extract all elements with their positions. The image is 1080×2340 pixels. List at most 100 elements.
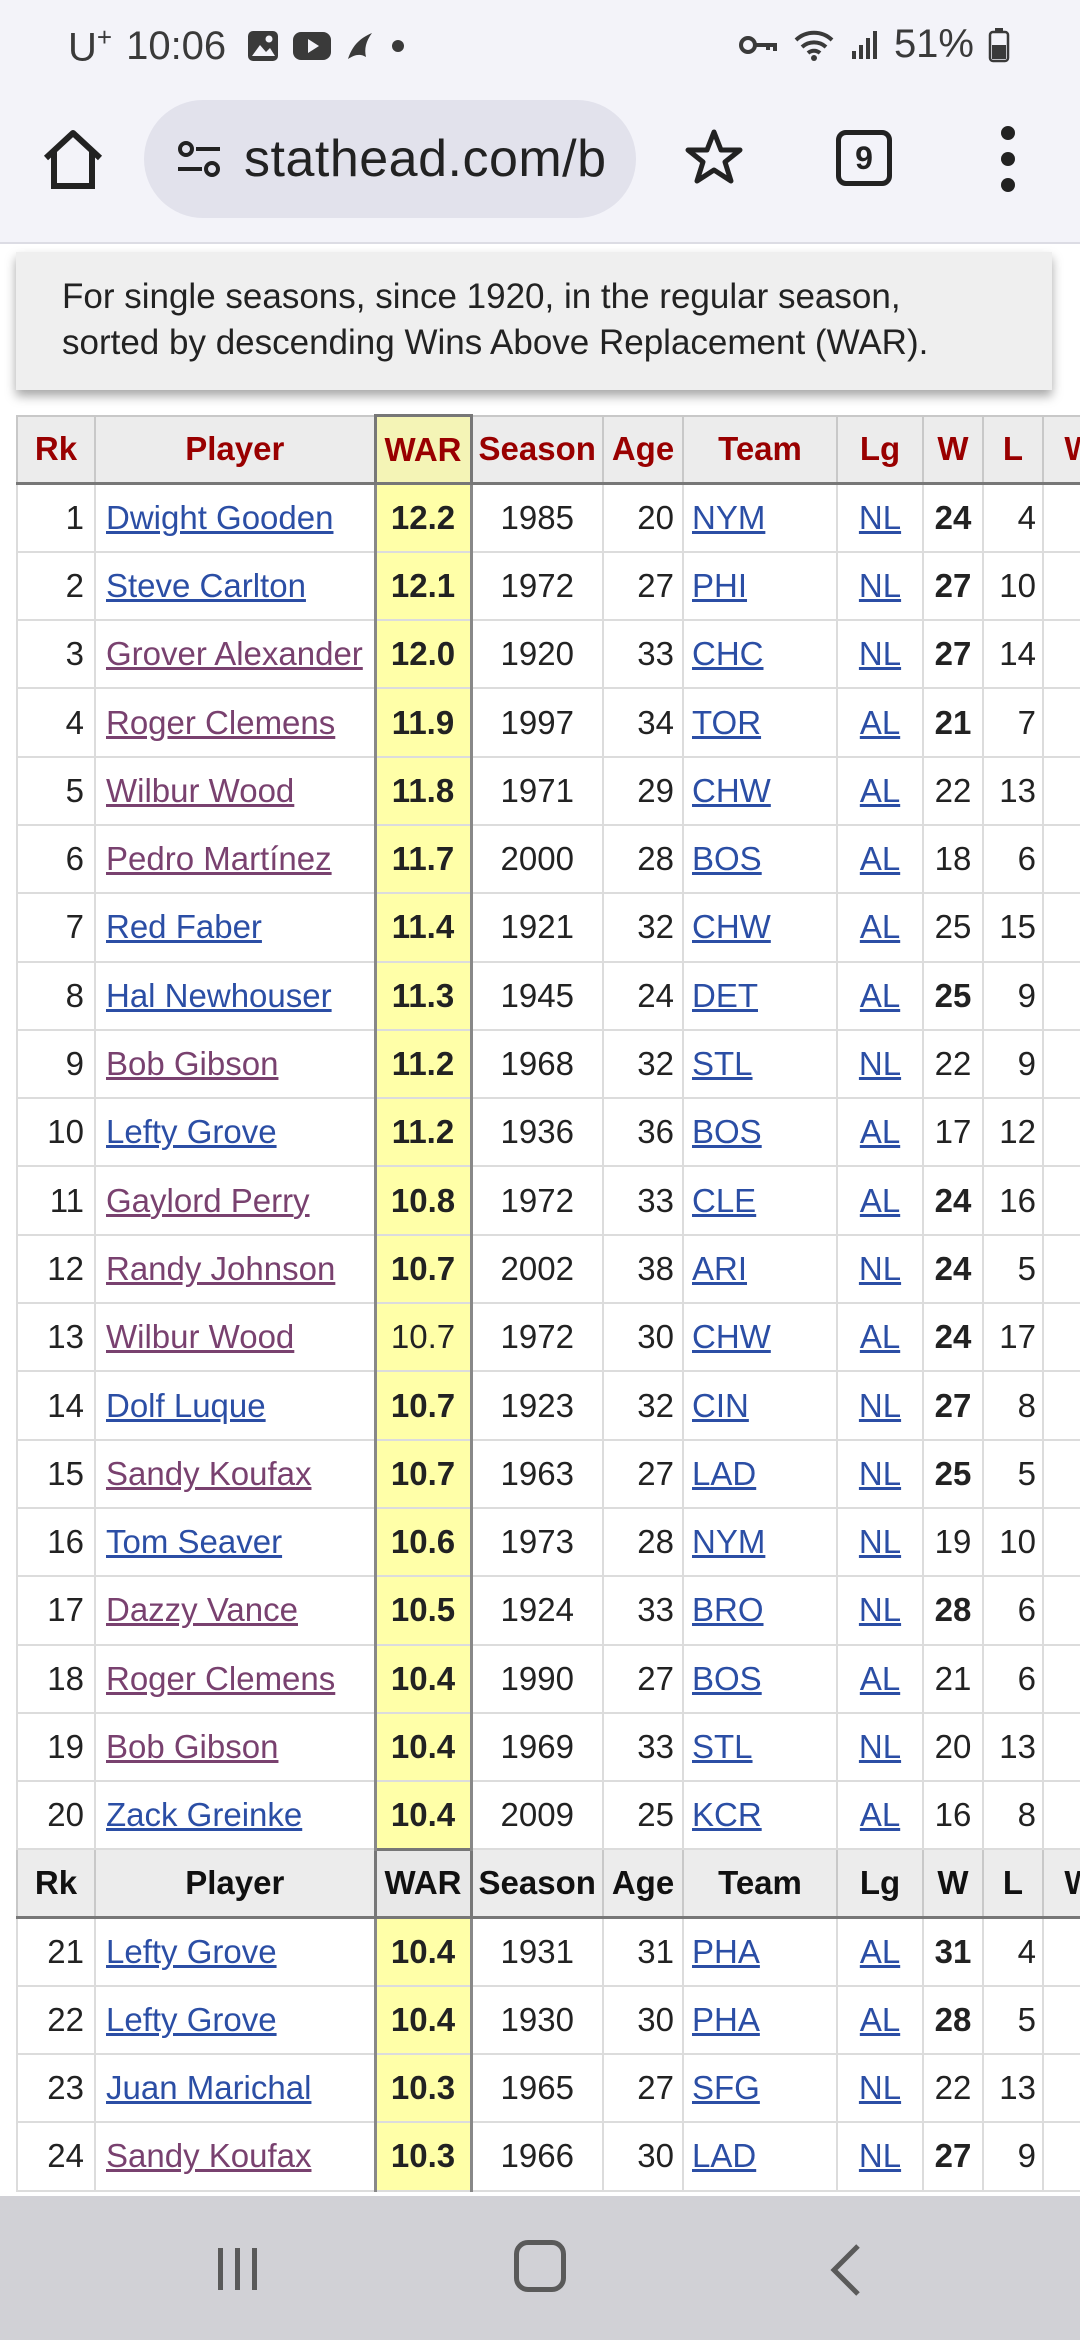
header-l[interactable]: L xyxy=(982,1848,1044,1919)
player-link[interactable]: Bob Gibson xyxy=(106,1045,279,1083)
player-link[interactable]: Red Faber xyxy=(106,908,262,946)
player-link[interactable]: Steve Carlton xyxy=(106,566,306,604)
header-extra[interactable]: W xyxy=(1042,414,1080,485)
player-link[interactable]: Sandy Koufax xyxy=(106,1454,312,1492)
league-link[interactable]: NL xyxy=(858,1591,902,1629)
header-l[interactable]: L xyxy=(982,414,1044,485)
league-link[interactable]: AL xyxy=(859,1181,901,1219)
league-link[interactable]: AL xyxy=(859,1659,901,1697)
team-link[interactable]: CHC xyxy=(692,635,764,673)
address-bar[interactable]: stathead.com/b xyxy=(144,100,636,218)
player-link[interactable]: Pedro Martínez xyxy=(106,840,332,878)
team-link[interactable]: BOS xyxy=(692,840,762,878)
player-link[interactable]: Lefty Grove xyxy=(106,1113,277,1151)
player-link[interactable]: Gaylord Perry xyxy=(106,1181,310,1219)
header-w[interactable]: W xyxy=(922,1848,984,1919)
team-link[interactable]: CHW xyxy=(692,1318,771,1356)
league-link[interactable]: AL xyxy=(859,908,901,946)
team-link[interactable]: CHW xyxy=(692,771,771,809)
team-link[interactable]: BRO xyxy=(692,1591,764,1629)
league-link[interactable]: NL xyxy=(858,635,902,673)
home-icon[interactable] xyxy=(38,124,108,194)
league-link[interactable]: AL xyxy=(859,840,901,878)
team-link[interactable]: STL xyxy=(692,1045,753,1083)
header-rk[interactable]: Rk xyxy=(16,1848,96,1919)
header-lg[interactable]: Lg xyxy=(836,1848,924,1919)
league-link[interactable]: AL xyxy=(859,771,901,809)
league-link[interactable]: NL xyxy=(858,1454,902,1492)
header-season[interactable]: Season xyxy=(470,414,604,485)
header-rk[interactable]: Rk xyxy=(16,414,96,485)
team-link[interactable]: DET xyxy=(692,976,758,1014)
player-link[interactable]: Dazzy Vance xyxy=(106,1591,298,1629)
team-link[interactable]: NYM xyxy=(692,1523,766,1561)
player-link[interactable]: Lefty Grove xyxy=(106,2000,277,2038)
header-war[interactable]: WAR xyxy=(373,1847,473,1919)
player-link[interactable]: Zack Greinke xyxy=(106,1796,303,1834)
results-table-container[interactable]: RkPlayerWARSeasonAgeTeamLgWLW1Dwight Goo… xyxy=(16,414,1080,2194)
header-war[interactable]: WAR xyxy=(373,414,473,485)
header-extra[interactable]: W xyxy=(1042,1848,1080,1919)
team-link[interactable]: LAD xyxy=(692,1454,757,1492)
player-link[interactable]: Sandy Koufax xyxy=(106,2137,312,2175)
url-text[interactable]: stathead.com/b xyxy=(244,130,607,188)
player-link[interactable]: Juan Marichal xyxy=(106,2069,312,2107)
player-link[interactable]: Dolf Luque xyxy=(106,1386,266,1424)
nav-home-icon[interactable] xyxy=(514,2240,566,2292)
league-link[interactable]: NL xyxy=(858,1045,902,1083)
league-link[interactable]: AL xyxy=(859,1318,901,1356)
player-link[interactable]: Wilbur Wood xyxy=(106,771,295,809)
league-link[interactable]: NL xyxy=(858,498,902,536)
league-link[interactable]: AL xyxy=(859,976,901,1014)
header-team[interactable]: Team xyxy=(682,1848,838,1919)
team-link[interactable]: KCR xyxy=(692,1796,762,1834)
league-link[interactable]: NL xyxy=(858,1386,902,1424)
player-link[interactable]: Tom Seaver xyxy=(106,1523,283,1561)
league-link[interactable]: AL xyxy=(859,1796,901,1834)
tab-switcher-button[interactable]: 9 xyxy=(836,130,892,186)
league-link[interactable]: NL xyxy=(858,1727,902,1765)
league-link[interactable]: NL xyxy=(858,2069,902,2107)
league-link[interactable]: NL xyxy=(858,1523,902,1561)
player-link[interactable]: Randy Johnson xyxy=(106,1249,336,1287)
nav-back-icon[interactable] xyxy=(826,2242,866,2298)
team-link[interactable]: NYM xyxy=(692,498,766,536)
league-link[interactable]: AL xyxy=(859,2000,901,2038)
team-link[interactable]: PHA xyxy=(692,1932,760,1970)
bookmark-star-icon[interactable] xyxy=(682,126,746,190)
header-team[interactable]: Team xyxy=(682,414,838,485)
player-link[interactable]: Bob Gibson xyxy=(106,1727,279,1765)
team-link[interactable]: PHA xyxy=(692,2000,760,2038)
league-link[interactable]: AL xyxy=(859,1113,901,1151)
recent-apps-icon[interactable] xyxy=(214,2246,262,2292)
league-link[interactable]: AL xyxy=(859,703,901,741)
league-link[interactable]: NL xyxy=(858,1249,902,1287)
team-link[interactable]: TOR xyxy=(692,703,762,741)
league-link[interactable]: NL xyxy=(858,566,902,604)
player-link[interactable]: Wilbur Wood xyxy=(106,1318,295,1356)
header-age[interactable]: Age xyxy=(602,1848,684,1919)
league-link[interactable]: NL xyxy=(858,2137,902,2175)
header-lg[interactable]: Lg xyxy=(836,414,924,485)
player-link[interactable]: Roger Clemens xyxy=(106,703,336,741)
header-age[interactable]: Age xyxy=(602,414,684,485)
team-link[interactable]: ARI xyxy=(692,1249,748,1287)
league-link[interactable]: AL xyxy=(859,1932,901,1970)
team-link[interactable]: CIN xyxy=(692,1386,749,1424)
team-link[interactable]: SFG xyxy=(692,2069,760,2107)
more-menu-icon[interactable] xyxy=(990,126,1026,192)
site-settings-icon[interactable] xyxy=(172,131,228,187)
team-link[interactable]: BOS xyxy=(692,1659,762,1697)
team-link[interactable]: CLE xyxy=(692,1181,757,1219)
team-link[interactable]: STL xyxy=(692,1727,753,1765)
team-link[interactable]: CHW xyxy=(692,908,771,946)
player-link[interactable]: Hal Newhouser xyxy=(106,976,332,1014)
header-w[interactable]: W xyxy=(922,414,984,485)
player-link[interactable]: Lefty Grove xyxy=(106,1932,277,1970)
team-link[interactable]: LAD xyxy=(692,2137,757,2175)
team-link[interactable]: PHI xyxy=(692,566,748,604)
header-season[interactable]: Season xyxy=(470,1848,604,1919)
header-player[interactable]: Player xyxy=(94,414,376,485)
team-link[interactable]: BOS xyxy=(692,1113,762,1151)
player-link[interactable]: Dwight Gooden xyxy=(106,498,334,536)
